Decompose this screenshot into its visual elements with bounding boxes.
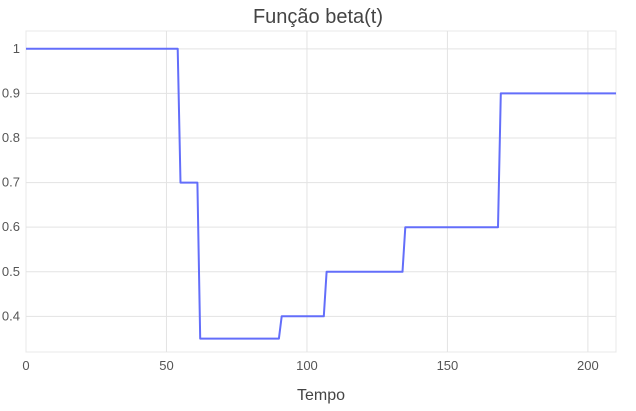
y-tick-label: 0.6 [2, 219, 20, 234]
y-tick-label: 0.8 [2, 130, 20, 145]
y-tick-label: 0.7 [2, 175, 20, 190]
y-grid [26, 48, 616, 317]
x-tick-labels: 0 50 100 150 200 [22, 358, 598, 373]
x-tick-label: 150 [437, 358, 459, 373]
x-tick-label: 0 [22, 358, 29, 373]
x-tick-label: 200 [577, 358, 599, 373]
y-tick-label: 1 [13, 41, 20, 56]
x-grid [165, 31, 589, 352]
x-tick-label: 100 [296, 358, 318, 373]
series-line [26, 47, 616, 340]
y-tick-label: 0.9 [2, 85, 20, 100]
chart-title: Função beta(t) [253, 6, 383, 28]
series-layer [26, 47, 616, 340]
x-axis-label: Tempo [297, 387, 345, 404]
plot-frame [25, 30, 617, 353]
y-tick-labels: 0.4 0.5 0.6 0.7 0.8 0.9 1 [2, 41, 20, 324]
y-tick-label: 0.4 [2, 308, 20, 323]
y-tick-label: 0.5 [2, 264, 20, 279]
x-tick-label: 50 [159, 358, 173, 373]
